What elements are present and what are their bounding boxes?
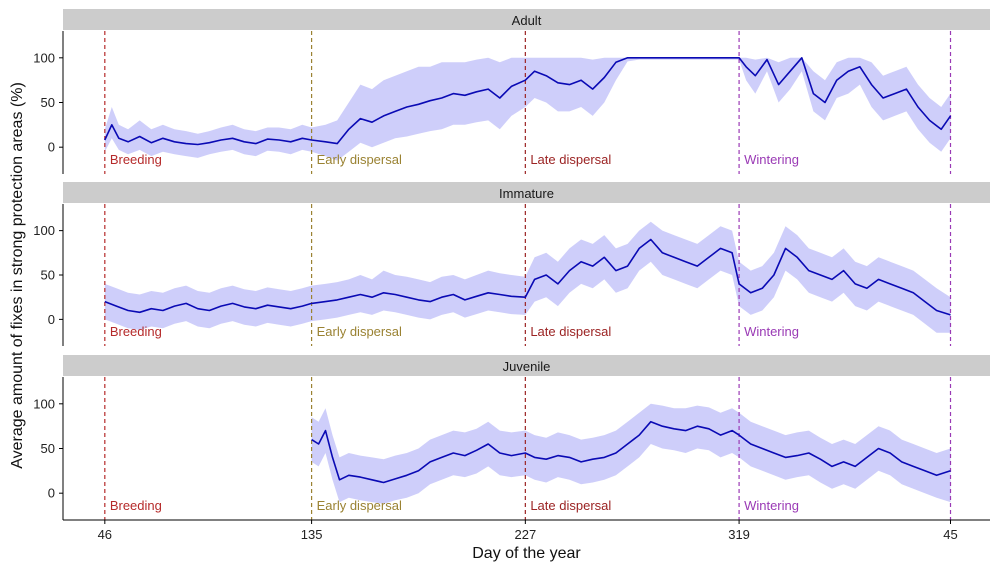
mean-line [311, 420, 951, 484]
phase-label: Early dispersal [317, 152, 402, 167]
y-tick-label: 50 [41, 441, 55, 456]
phase-label: Wintering [744, 498, 799, 513]
x-axis-title: Day of the year [472, 545, 581, 562]
phase-label: Late dispersal [530, 324, 611, 339]
y-tick-label: 0 [48, 312, 55, 327]
phase-label: Breeding [110, 324, 162, 339]
y-tick-label: 0 [48, 486, 55, 501]
y-tick-label: 50 [41, 95, 55, 110]
y-tick-label: 50 [41, 268, 55, 283]
panel-juvenile: Juvenile Breeding Early dispersal Late disp… [33, 355, 990, 520]
panel-strip-label: Juvenile [503, 359, 551, 374]
phase-label: Breeding [110, 498, 162, 513]
x-tick-label: 45 [943, 527, 957, 542]
y-tick-label: 100 [33, 396, 55, 411]
panel-adult: Adult Breeding Early dispersal Late dispers… [33, 9, 990, 174]
phase-label: Wintering [744, 324, 799, 339]
mean-line [104, 57, 952, 146]
panel-immature: Immature Breeding Early dispersal Late disp… [33, 182, 990, 346]
panel-strip [63, 182, 990, 203]
y-tick-label: 100 [33, 50, 55, 65]
mean-line [104, 238, 951, 316]
panels-group: Adult Breeding Early dispersal Late dispers… [33, 9, 990, 520]
panel-strip-label: Adult [512, 13, 542, 28]
x-tick-label: 227 [514, 527, 536, 542]
y-tick-label: 100 [33, 223, 55, 238]
confidence-ribbon [104, 221, 951, 333]
phase-label: Wintering [744, 152, 799, 167]
x-tick-label: 319 [728, 527, 750, 542]
panel-strip [63, 9, 990, 30]
confidence-ribbon [311, 403, 951, 504]
confidence-ribbon [104, 57, 951, 161]
y-tick-label: 0 [48, 140, 55, 155]
phase-label: Early dispersal [317, 498, 402, 513]
phase-label: Breeding [110, 152, 162, 167]
x-tick-label: 135 [301, 527, 323, 542]
y-axis-title: Average amount of fixes in strong protec… [9, 82, 26, 469]
x-tick-label: 46 [98, 527, 112, 542]
phase-label: Late dispersal [530, 498, 611, 513]
phase-label: Late dispersal [530, 152, 611, 167]
panel-strip [63, 355, 990, 376]
x-axis: 46 135 227 319 45 [63, 519, 990, 542]
phase-label: Early dispersal [317, 324, 402, 339]
panel-strip-label: Immature [499, 186, 554, 201]
